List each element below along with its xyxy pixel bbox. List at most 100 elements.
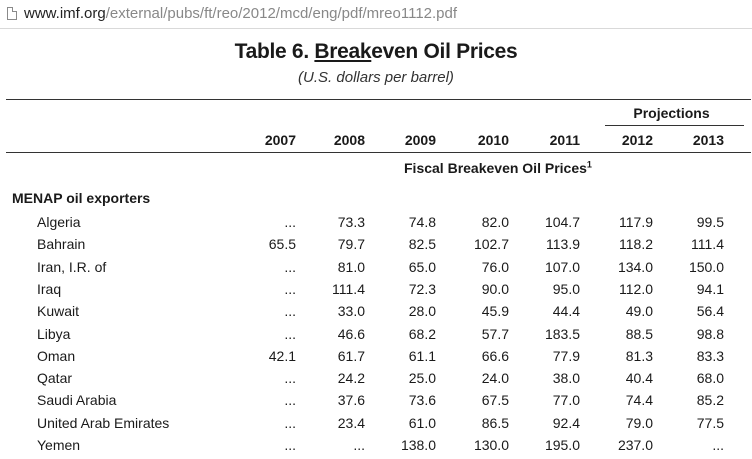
table-row: Kuwait... 33.0 28.0 45.9 44.4 49.0 56.4 [0, 303, 752, 325]
value-cell: 72.3 [408, 280, 436, 297]
value-cell: 76.0 [481, 258, 509, 275]
value-cell: 195.0 [544, 437, 580, 453]
value-cell: 74.4 [625, 392, 653, 409]
value-cell: 40.4 [625, 370, 653, 387]
value-cell: ... [284, 437, 296, 453]
table-row: Iraq... 111.4 72.3 90.0 95.0 112.0 94.1 [0, 281, 752, 303]
table-row: Iran, I.R. of... 81.0 65.0 76.0 107.0 134.0 15… [0, 259, 752, 281]
table-title-prefix: Table 6. [234, 40, 310, 63]
value-cell: 102.7 [473, 236, 509, 253]
section-label: Fiscal Breakeven Oil Prices1 [404, 160, 592, 176]
table-title: Table 6. Breakeven Oil Prices [0, 40, 752, 64]
value-cell: 92.4 [552, 414, 580, 431]
value-cell: 82.5 [408, 236, 436, 253]
value-cell: ... [284, 325, 296, 342]
value-cell: 79.7 [337, 236, 365, 253]
value-cell: 90.0 [481, 280, 509, 297]
header-rule [6, 152, 751, 153]
value-cell: 130.0 [473, 437, 509, 453]
value-cell: 28.0 [408, 303, 436, 320]
value-cell: 23.4 [337, 414, 365, 431]
value-cell: 77.0 [552, 392, 580, 409]
value-cell: 56.4 [696, 303, 724, 320]
value-cell: 73.3 [337, 214, 365, 230]
value-cell: 111.4 [691, 236, 724, 253]
value-cell: 85.2 [696, 392, 724, 409]
value-cell: 74.8 [408, 214, 436, 230]
value-cell: ... [284, 258, 296, 275]
url-path: /external/pubs/ft/reo/2012/mcd/eng/pdf/m… [105, 5, 458, 22]
value-cell: ... [284, 414, 296, 431]
value-cell: ... [284, 280, 296, 297]
country-name: Oman [37, 347, 76, 364]
value-cell: 150.0 [688, 258, 724, 275]
value-cell: 112.0 [619, 280, 653, 297]
value-cell: 88.5 [625, 325, 653, 342]
value-cell: 73.6 [408, 392, 436, 409]
value-cell: 99.5 [696, 214, 724, 230]
value-cell: 77.9 [552, 347, 580, 364]
table-row: Oman 42.1 61.7 61.1 66.6 77.9 81.3 83.3 [0, 348, 752, 370]
value-cell: 98.8 [696, 325, 724, 342]
value-cell: 33.0 [337, 303, 365, 320]
value-cell: 65.0 [408, 258, 436, 275]
value-cell: 77.5 [696, 414, 724, 431]
page-icon [7, 7, 17, 20]
value-cell: ... [284, 303, 296, 320]
year-header: 2013 [692, 132, 724, 148]
table-title-highlight: Break [314, 40, 372, 63]
address-bar[interactable]: www.imf.org/external/pubs/ft/reo/2012/mc… [0, 0, 752, 29]
country-name: Yemen [37, 437, 81, 453]
table-subtitle: (U.S. dollars per barrel) [298, 69, 454, 86]
value-cell: 183.5 [544, 325, 580, 342]
value-cell: 81.0 [337, 258, 365, 275]
value-cell: 83.3 [696, 347, 724, 364]
value-cell: 111.4 [332, 280, 365, 297]
value-cell: ... [284, 214, 296, 230]
value-cell: 68.0 [696, 370, 724, 387]
value-cell: 66.6 [481, 347, 509, 364]
country-name: Kuwait [37, 303, 80, 320]
value-cell: ... [353, 437, 365, 453]
value-cell: ... [712, 437, 724, 453]
year-header: 2007 [264, 132, 296, 148]
value-cell: 57.7 [481, 325, 509, 342]
value-cell: 118.2 [619, 236, 653, 253]
value-cell: 117.9 [619, 214, 653, 230]
value-cell: 113.9 [546, 236, 580, 253]
value-cell: 45.9 [481, 303, 509, 320]
value-cell: 134.0 [617, 258, 653, 275]
value-cell: 44.4 [552, 303, 580, 320]
value-cell: 104.7 [544, 214, 580, 230]
value-cell: 68.2 [408, 325, 436, 342]
value-cell: 95.0 [552, 280, 580, 297]
value-cell: 24.0 [481, 370, 509, 387]
value-cell: 86.5 [481, 414, 509, 431]
year-header-row: 2007 2008 2009 2010 2011 2012 2013 [0, 132, 752, 150]
value-cell: 49.0 [625, 303, 653, 320]
value-cell: 61.7 [337, 347, 365, 364]
country-name: Algeria [37, 214, 81, 230]
year-header: 2011 [549, 132, 580, 148]
table-row: Algeria... 73.3 74.8 82.0 104.7 117.9 99.5 [0, 214, 752, 236]
year-header: 2010 [477, 132, 509, 148]
value-cell: 25.0 [408, 370, 436, 387]
table-row: Yemen...... 138.0 130.0 195.0 237.0... [0, 437, 752, 459]
value-cell: 67.5 [481, 392, 509, 409]
country-name: Iraq [37, 280, 62, 297]
value-cell: 37.6 [337, 392, 365, 409]
year-header: 2012 [621, 132, 653, 148]
value-cell: 38.0 [552, 370, 580, 387]
group-label: MENAP oil exporters [12, 190, 151, 206]
value-cell: ... [284, 392, 296, 409]
country-name: Libya [37, 325, 71, 342]
year-header: 2008 [333, 132, 365, 148]
value-cell: 94.1 [696, 280, 724, 297]
value-cell: 79.0 [625, 414, 653, 431]
section-label-text: Fiscal Breakeven Oil Prices [404, 160, 587, 176]
country-name: Bahrain [37, 236, 86, 253]
value-cell: 82.0 [481, 214, 509, 230]
url-text[interactable]: www.imf.org/external/pubs/ft/reo/2012/mc… [24, 5, 457, 22]
projections-label: Projections [633, 105, 710, 121]
footnote-marker[interactable]: 1 [586, 159, 592, 170]
